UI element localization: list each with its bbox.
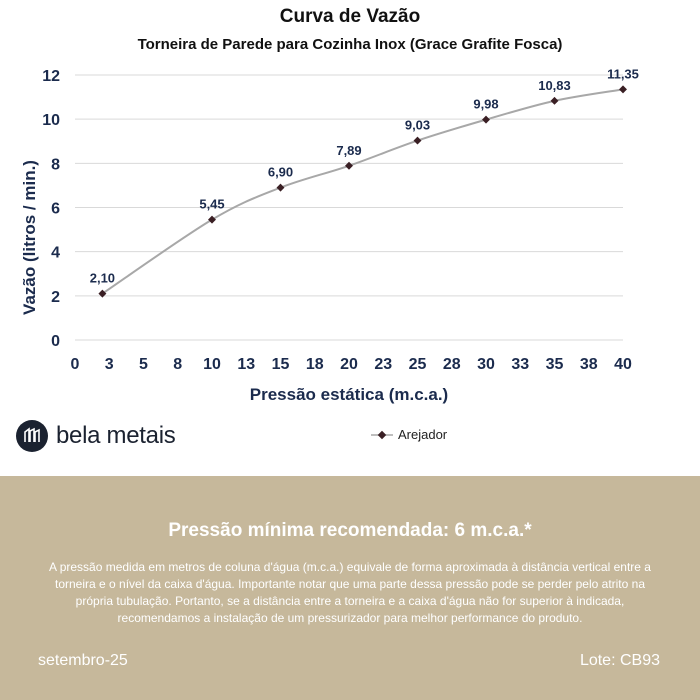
x-tick-label: 33 [511, 356, 529, 373]
chart-title: Curva de Vazão [279, 6, 421, 27]
data-label: 6,90 [268, 165, 293, 180]
chart-subtitle: Torneira de Parede para Cozinha Inox (Gr… [137, 36, 563, 53]
y-tick-label: 2 [51, 289, 60, 306]
brand-logo: bela metais [16, 420, 176, 452]
legend-label-arejador: Arejador [398, 427, 448, 442]
data-point [550, 96, 559, 105]
series-line-arejador [101, 88, 624, 295]
x-tick-label: 10 [203, 356, 221, 373]
data-point [276, 183, 285, 192]
data-label: 7,89 [336, 143, 361, 158]
data-label: 9,03 [405, 118, 430, 133]
data-point [482, 115, 490, 124]
x-tick-label: 3 [105, 356, 114, 373]
x-tick-label: 15 [272, 356, 290, 373]
x-tick-label: 28 [443, 356, 461, 373]
brand-name: bela metais [56, 422, 176, 449]
data-label: 9,98 [473, 97, 498, 112]
x-tick-label: 30 [477, 356, 495, 373]
y-tick-label: 8 [51, 156, 60, 173]
x-axis-label: Pressão estática (m.c.a.) [250, 385, 448, 404]
y-tick-label: 12 [42, 68, 60, 85]
data-point [413, 136, 422, 145]
bela-metais-logo-icon [16, 420, 48, 452]
chart-legend: Arejador [370, 427, 447, 442]
pressure-explanation: A pressão medida em metros de coluna d'á… [49, 560, 651, 625]
x-tick-label: 13 [237, 356, 255, 373]
x-tick-label: 25 [409, 356, 427, 373]
x-tick-label: 23 [374, 356, 392, 373]
data-label: 10,83 [538, 78, 571, 93]
data-point [345, 161, 353, 170]
data-point [619, 85, 627, 94]
x-tick-label: 8 [173, 356, 182, 373]
data-point [208, 215, 216, 224]
x-tick-label: 38 [580, 356, 598, 373]
footer-lot: Lote: CB93 [579, 652, 660, 669]
minimum-pressure-heading: Pressão mínima recomendada: 6 m.c.a.* [168, 520, 532, 541]
y-tick-label: 6 [51, 201, 60, 218]
data-label: 5,45 [199, 197, 224, 212]
data-label: 11,35 [607, 66, 639, 81]
x-tick-label: 18 [306, 356, 324, 373]
y-tick-label: 10 [42, 112, 60, 129]
x-tick-label: 40 [614, 356, 632, 373]
x-tick-label: 0 [71, 356, 80, 373]
y-tick-label: 0 [51, 333, 60, 350]
x-tick-label: 20 [340, 356, 358, 373]
data-label: 2,10 [90, 271, 115, 286]
footer-panel: Pressão mínima recomendada: 6 m.c.a.* A … [0, 476, 700, 700]
x-tick-label: 5 [139, 356, 148, 373]
y-tick-label: 4 [51, 245, 60, 262]
y-axis-label: Vazão (litros / min.) [20, 160, 39, 315]
legend-marker-icon [371, 430, 393, 439]
x-tick-label: 35 [546, 356, 564, 373]
footer-date: setembro-25 [38, 652, 128, 669]
